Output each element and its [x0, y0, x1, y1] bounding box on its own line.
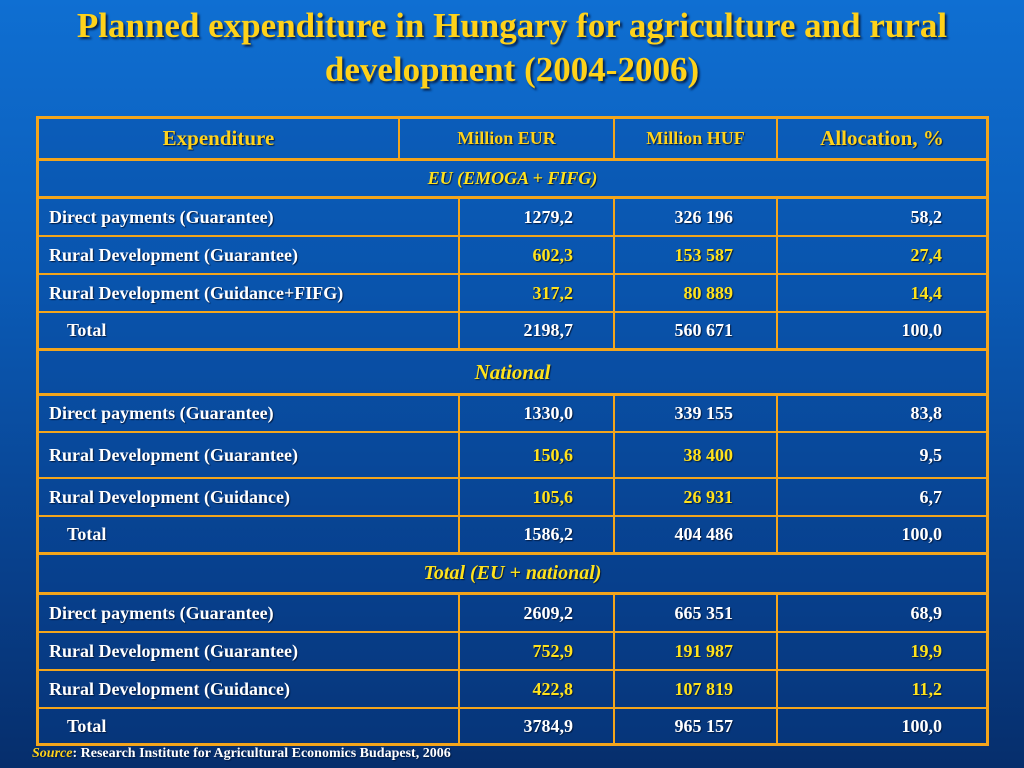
- row-label: Rural Development (Guarantee): [49, 640, 298, 661]
- table-row-total: Total 2198,7 560 671 100,0: [39, 313, 986, 351]
- table-header: Expenditure Million EUR Million HUF Allo…: [39, 119, 986, 161]
- section-title: EU (EMOGA + FIFG): [427, 168, 598, 188]
- section-header-eu: EU (EMOGA + FIFG): [39, 161, 986, 199]
- section-header-national: National: [39, 351, 986, 396]
- title-line-1: Planned expenditure in Hungary for agric…: [76, 6, 948, 45]
- table-row: Rural Development (Guidance) 422,8 107 8…: [39, 671, 986, 709]
- table-row: Rural Development (Guidance+FIFG) 317,2 …: [39, 275, 986, 313]
- cell-huf: 107 819: [613, 671, 776, 707]
- cell-huf: 26 931: [613, 479, 776, 515]
- cell-allocation: 11,2: [776, 671, 986, 707]
- cell-eur: 2609,2: [458, 595, 613, 631]
- table-row-total: Total 1586,2 404 486 100,0: [39, 517, 986, 555]
- cell-allocation: 100,0: [776, 313, 986, 348]
- row-label: Total: [67, 320, 107, 340]
- table-row: Direct payments (Guarantee) 1279,2 326 1…: [39, 199, 986, 237]
- cell-eur: 1330,0: [458, 396, 613, 431]
- cell-huf: 153 587: [613, 237, 776, 273]
- row-label: Rural Development (Guidance): [49, 678, 290, 699]
- source-label: Source: [32, 746, 73, 761]
- cell-allocation: 100,0: [776, 709, 986, 743]
- cell-allocation: 58,2: [776, 199, 986, 235]
- cell-eur: 1586,2: [458, 517, 613, 552]
- cell-allocation: 14,4: [776, 275, 986, 311]
- cell-huf: 560 671: [613, 313, 776, 348]
- header-allocation: Allocation, %: [776, 119, 986, 158]
- table-row: Direct payments (Guarantee) 2609,2 665 3…: [39, 595, 986, 633]
- table-row: Rural Development (Guarantee) 602,3 153 …: [39, 237, 986, 275]
- header-expenditure: Expenditure: [162, 126, 275, 150]
- cell-allocation: 6,7: [776, 479, 986, 515]
- cell-eur: 422,8: [458, 671, 613, 707]
- section-header-total: Total (EU + national): [39, 555, 986, 595]
- cell-allocation: 9,5: [776, 433, 986, 477]
- header-million-eur: Million EUR: [398, 119, 613, 158]
- source-text: : Research Institute for Agricultural Ec…: [72, 746, 451, 761]
- row-label: Rural Development (Guidance+FIFG): [49, 282, 344, 303]
- cell-allocation: 68,9: [776, 595, 986, 631]
- section-title: Total (EU + national): [423, 562, 602, 584]
- row-label: Total: [67, 715, 107, 736]
- cell-eur: 752,9: [458, 633, 613, 669]
- cell-allocation: 100,0: [776, 517, 986, 552]
- page-title: Planned expenditure in Hungary for agric…: [0, 4, 1024, 92]
- cell-eur: 105,6: [458, 479, 613, 515]
- cell-allocation: 19,9: [776, 633, 986, 669]
- table-row: Rural Development (Guidance) 105,6 26 93…: [39, 479, 986, 517]
- table-row-total: Total 3784,9 965 157 100,0: [39, 709, 986, 743]
- cell-huf: 965 157: [613, 709, 776, 743]
- source-note: Source: Research Institute for Agricultu…: [32, 746, 451, 762]
- cell-huf: 326 196: [613, 199, 776, 235]
- expenditure-table: Expenditure Million EUR Million HUF Allo…: [36, 116, 989, 746]
- row-label: Direct payments (Guarantee): [49, 602, 274, 623]
- cell-huf: 404 486: [613, 517, 776, 552]
- row-label: Rural Development (Guarantee): [49, 244, 298, 265]
- table-row: Rural Development (Guarantee) 150,6 38 4…: [39, 433, 986, 479]
- cell-eur: 602,3: [458, 237, 613, 273]
- row-label: Direct payments (Guarantee): [49, 403, 274, 423]
- cell-huf: 38 400: [613, 433, 776, 477]
- row-label: Rural Development (Guidance): [49, 486, 290, 507]
- cell-eur: 150,6: [458, 433, 613, 477]
- cell-allocation: 83,8: [776, 396, 986, 431]
- cell-eur: 3784,9: [458, 709, 613, 743]
- table-row: Rural Development (Guarantee) 752,9 191 …: [39, 633, 986, 671]
- cell-eur: 317,2: [458, 275, 613, 311]
- row-label: Direct payments (Guarantee): [49, 206, 274, 227]
- table-row: Direct payments (Guarantee) 1330,0 339 1…: [39, 396, 986, 433]
- cell-eur: 2198,7: [458, 313, 613, 348]
- row-label: Rural Development (Guarantee): [49, 444, 298, 465]
- header-million-huf: Million HUF: [613, 119, 776, 158]
- cell-eur: 1279,2: [458, 199, 613, 235]
- title-line-2: development (2004-2006): [324, 50, 700, 89]
- cell-huf: 339 155: [613, 396, 776, 431]
- cell-huf: 191 987: [613, 633, 776, 669]
- cell-huf: 80 889: [613, 275, 776, 311]
- cell-allocation: 27,4: [776, 237, 986, 273]
- row-label: Total: [67, 524, 107, 544]
- section-title: National: [474, 359, 551, 384]
- cell-huf: 665 351: [613, 595, 776, 631]
